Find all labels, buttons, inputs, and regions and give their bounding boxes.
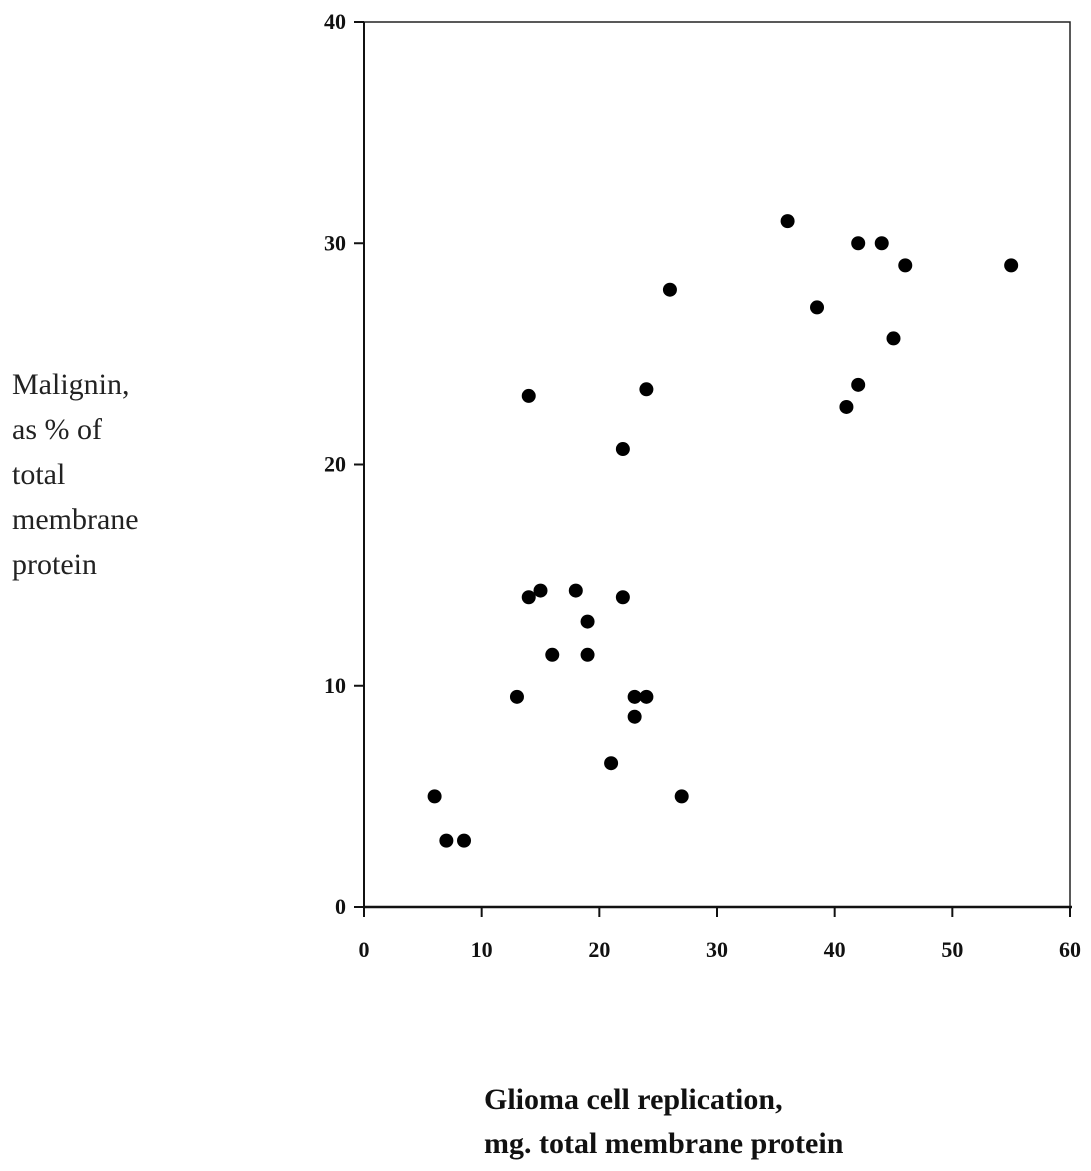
data-point (439, 833, 454, 848)
data-point (580, 647, 595, 662)
y-axis-label-line: membrane (12, 503, 139, 536)
data-point (898, 258, 913, 273)
data-point (662, 282, 677, 297)
data-point (457, 833, 472, 848)
x-tick-label: 10 (471, 937, 493, 962)
data-point (533, 583, 548, 598)
data-point (521, 388, 536, 403)
data-point (851, 377, 866, 392)
x-tick-label: 30 (706, 937, 728, 962)
data-point (427, 789, 442, 804)
data-point (627, 689, 642, 704)
x-tick-label: 50 (941, 937, 963, 962)
x-tick-label: 20 (588, 937, 610, 962)
y-tick-label: 20 (324, 452, 346, 477)
data-point (580, 614, 595, 629)
data-point (627, 709, 642, 724)
data-point (1004, 258, 1019, 273)
y-tick-label: 0 (335, 894, 346, 919)
data-point (851, 236, 866, 251)
x-axis-label-line: Glioma cell replication, (484, 1083, 783, 1116)
x-tick-label: 0 (359, 937, 370, 962)
data-point (568, 583, 583, 598)
data-point (639, 382, 654, 397)
data-point (509, 689, 524, 704)
y-axis-label: Malignin, as % of total membrane protein (12, 362, 212, 587)
data-point (639, 689, 654, 704)
plot-frame (363, 21, 1071, 908)
x-tick-label: 40 (824, 937, 846, 962)
y-axis-label-line: total (12, 458, 66, 491)
data-point (810, 300, 825, 315)
y-axis-label-line: protein (12, 548, 97, 581)
data-point (780, 214, 795, 229)
data-point (604, 756, 619, 771)
data-point (521, 590, 536, 605)
data-point (886, 331, 901, 346)
data-point (839, 399, 854, 414)
x-tick-label: 60 (1059, 937, 1081, 962)
y-tick-label: 40 (324, 9, 346, 34)
y-tick-label: 30 (324, 230, 346, 255)
data-point (615, 442, 630, 457)
data-point (545, 647, 560, 662)
data-point (874, 236, 889, 251)
y-axis-label-line: as % of (12, 413, 102, 446)
y-axis-label-line: Malignin, (12, 368, 130, 401)
data-point (674, 789, 689, 804)
y-tick-label: 10 (324, 673, 346, 698)
x-axis-label: Glioma cell replication, mg. total membr… (484, 1078, 1044, 1166)
x-axis-label-line: mg. total membrane protein (484, 1127, 844, 1160)
data-point (615, 590, 630, 605)
